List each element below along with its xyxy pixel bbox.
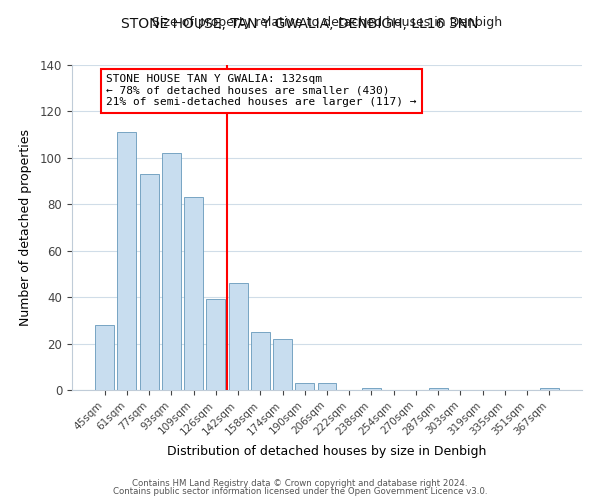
Bar bbox=[95, 325, 114, 390]
Bar bbox=[140, 174, 158, 390]
Text: Contains public sector information licensed under the Open Government Licence v3: Contains public sector information licen… bbox=[113, 487, 487, 496]
Bar bbox=[429, 388, 448, 390]
Bar bbox=[273, 339, 292, 390]
Bar bbox=[295, 383, 314, 390]
Bar bbox=[162, 153, 181, 390]
X-axis label: Distribution of detached houses by size in Denbigh: Distribution of detached houses by size … bbox=[167, 445, 487, 458]
Bar bbox=[317, 383, 337, 390]
Title: Size of property relative to detached houses in Denbigh: Size of property relative to detached ho… bbox=[152, 16, 502, 29]
Y-axis label: Number of detached properties: Number of detached properties bbox=[19, 129, 32, 326]
Bar bbox=[118, 132, 136, 390]
Text: STONE HOUSE, TAN Y GWALIA, DENBIGH, LL16 3NN: STONE HOUSE, TAN Y GWALIA, DENBIGH, LL16… bbox=[121, 18, 479, 32]
Bar bbox=[184, 198, 203, 390]
Bar bbox=[229, 283, 248, 390]
Text: Contains HM Land Registry data © Crown copyright and database right 2024.: Contains HM Land Registry data © Crown c… bbox=[132, 478, 468, 488]
Bar bbox=[251, 332, 270, 390]
Text: STONE HOUSE TAN Y GWALIA: 132sqm
← 78% of detached houses are smaller (430)
21% : STONE HOUSE TAN Y GWALIA: 132sqm ← 78% o… bbox=[106, 74, 417, 108]
Bar bbox=[206, 300, 225, 390]
Bar bbox=[540, 388, 559, 390]
Bar bbox=[362, 388, 381, 390]
